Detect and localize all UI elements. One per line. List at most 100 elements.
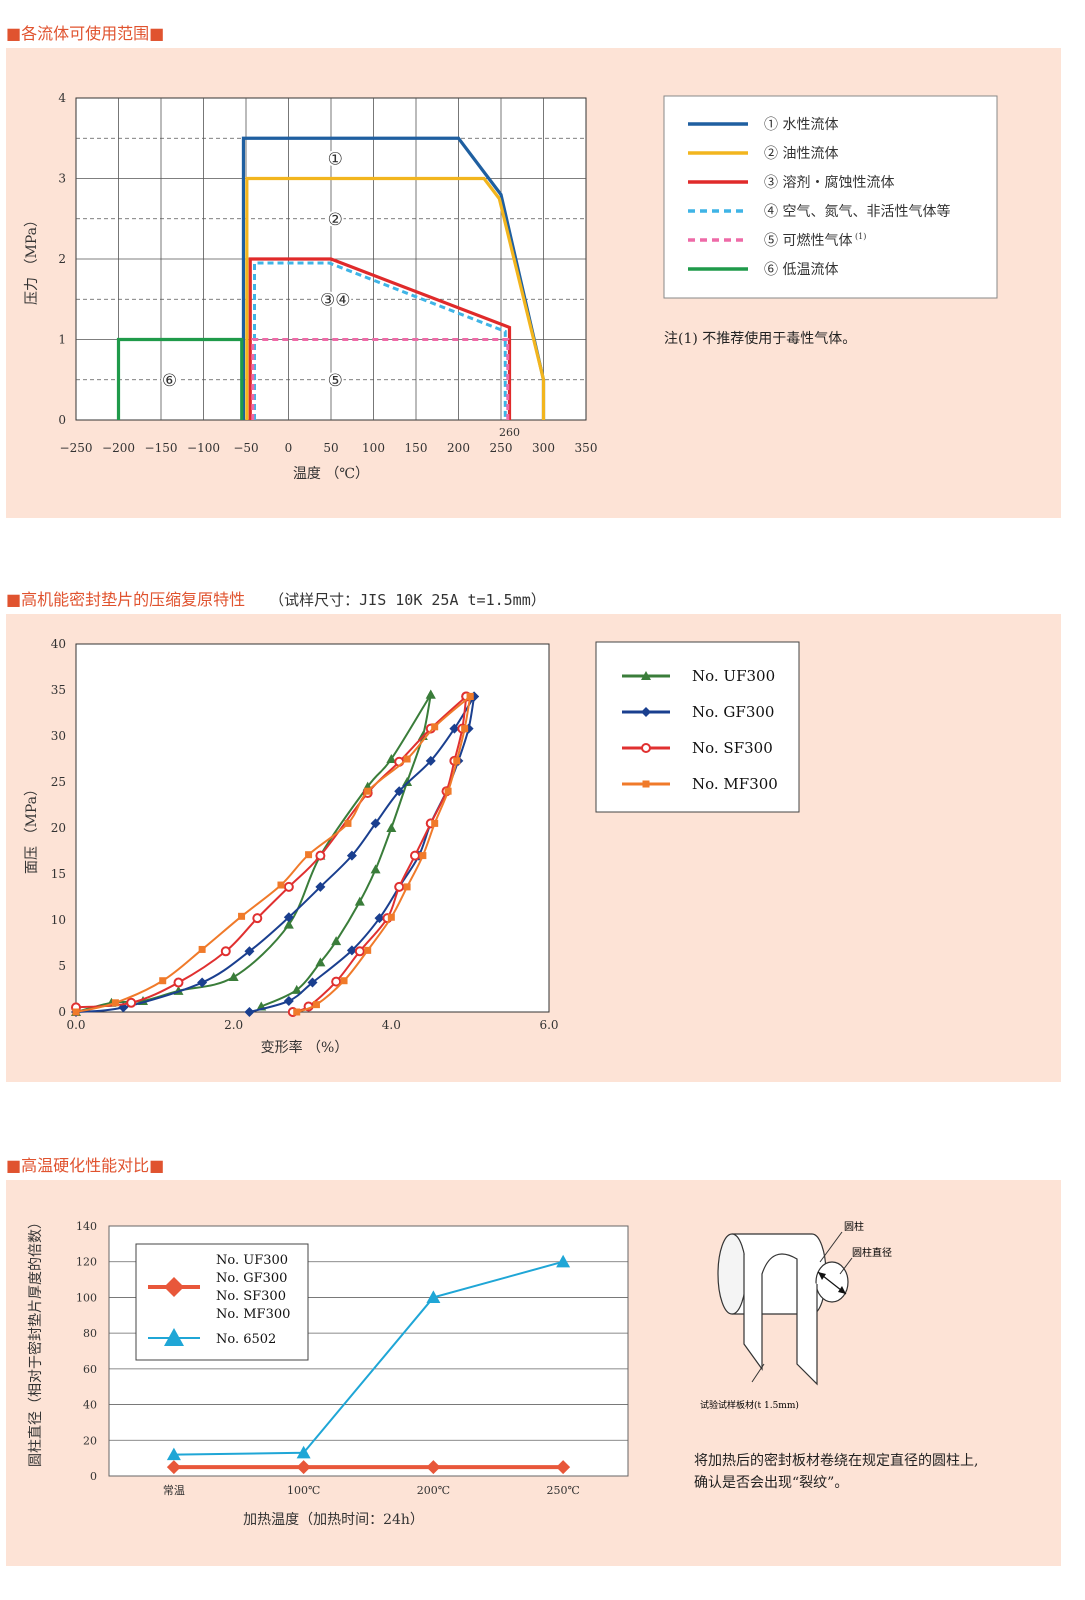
legend-label: ① 水性流体 [764, 117, 838, 133]
marker-circle [283, 881, 294, 892]
x-tick-label: 200 [447, 441, 470, 455]
leader-cylinder [819, 1231, 843, 1263]
marker-square [431, 723, 439, 731]
x-tick-label: 100℃ [287, 1484, 320, 1497]
y-tick-label: 5 [58, 959, 66, 973]
x-tick-label: −250 [60, 441, 93, 455]
legend-label: No. MF300 [216, 1307, 290, 1322]
marker-circle [315, 850, 326, 861]
y-axis-label: 面压 （MPa） [24, 782, 40, 874]
marker-triangle [402, 777, 413, 786]
desc-line-2: 确认是否会出现“裂纹”。 [694, 1475, 849, 1491]
legend-label: ④ 空气、氮气、非活性气体等 [764, 203, 950, 220]
marker-triangle [386, 823, 397, 832]
x-tick-label: 250℃ [546, 1484, 579, 1497]
legend-label: No. 6502 [216, 1332, 276, 1347]
marker-triangle [166, 1447, 181, 1461]
marker-diamond [283, 912, 294, 923]
marker-square [198, 945, 206, 953]
y-tick-label: 30 [51, 729, 66, 743]
x-tick-label: 2.0 [224, 1018, 243, 1032]
y-tick-label: 1 [58, 333, 66, 347]
arrow-head-a [818, 1272, 826, 1280]
y-tick-label: 20 [51, 821, 66, 835]
y-tick-label: 25 [51, 775, 66, 789]
y-tick-label: 20 [83, 1434, 97, 1447]
series-line [116, 337, 244, 420]
section3-title: ■高温硬化性能对比■ [6, 1156, 165, 1175]
legend-box [135, 1243, 309, 1361]
marker-square [642, 780, 650, 788]
legend-label: ⑤ 可燃性气体 (1) [764, 232, 866, 249]
x-tick-label: 4.0 [382, 1018, 401, 1032]
marker-square [364, 946, 372, 954]
x-axis-label: 变形率 （%） [261, 1039, 349, 1056]
marker-square [387, 913, 395, 921]
label-diameter: 圆柱直径 [852, 1246, 892, 1259]
marker-diamond [370, 818, 381, 829]
marker-diamond [449, 723, 460, 734]
marker-circle [126, 997, 137, 1008]
marker-square [466, 692, 474, 700]
plot-area [75, 643, 550, 1013]
marker-triangle [370, 864, 381, 874]
series-group [166, 1460, 571, 1475]
y-tick-label: 80 [83, 1327, 97, 1340]
legend-label: ③ 溶剂・腐蚀性流体 [764, 174, 894, 191]
y-tick-label: 35 [51, 683, 66, 697]
cylinder-end-left [717, 1233, 747, 1315]
y-axis-label: 压力 （MPa） [24, 213, 40, 305]
legend-label: ⑥ 低温流体 [764, 262, 838, 278]
y-tick-label: 4 [58, 91, 66, 105]
y-tick-label: 3 [58, 172, 66, 186]
y-tick-label: 40 [83, 1399, 97, 1412]
section1-title: ■各流体可使用范围■ [6, 24, 165, 43]
marker-square [277, 881, 285, 889]
x-tick-label: 0.0 [66, 1018, 85, 1032]
chart3-description: 将加热后的密封板材卷绕在规定直径的圆柱上, 确认是否会出现“裂纹”。 [694, 1450, 978, 1494]
desc-line-1: 将加热后的密封板材卷绕在规定直径的圆柱上, [694, 1453, 979, 1469]
y-tick-label: 60 [83, 1363, 97, 1376]
y-tick-label: 40 [51, 637, 66, 651]
label-sheet: 试验试样板材(t 1.5mm) [700, 1399, 799, 1411]
marker-square [238, 912, 246, 920]
legend-label: No. GF300 [692, 703, 774, 721]
marker-diamond [244, 1007, 255, 1017]
wrapped-sheet [743, 1253, 818, 1386]
y-tick-label: 10 [51, 913, 66, 927]
marker-triangle [386, 754, 397, 763]
marker-square [461, 725, 469, 733]
marker-diamond [244, 946, 255, 957]
marker-circle [220, 946, 231, 957]
marker-circle [409, 850, 420, 861]
marker-triangle [331, 936, 342, 946]
section2-panel: 0.0 2.0 4.0 6.0 0 5 10 15 20 25 30 35 40 变形率 （%） 面压 （M… [6, 614, 1061, 1082]
region-label: ⑤ [328, 371, 343, 391]
marker-diamond [425, 755, 436, 766]
section3-panel: 0 20 40 60 80 100 120 140 常温 100℃ 200℃ 250℃ 加热温度（加热时… [6, 1180, 1061, 1566]
marker-diamond [166, 1460, 181, 1475]
y-tick-label: 0 [58, 413, 66, 427]
y-tick-label: 0 [58, 1005, 66, 1019]
y-tick-label: 100 [76, 1291, 97, 1304]
y-tick-label: 15 [51, 867, 66, 881]
legend-label: No. MF300 [692, 775, 778, 793]
marker-diamond [394, 786, 405, 797]
marker-square [111, 999, 119, 1007]
high-temp-hardening-chart: 0 20 40 60 80 100 120 140 常温 100℃ 200℃ 250℃ 加热温度（加热时… [27, 1215, 629, 1528]
x-tick-label: 250 [490, 441, 513, 455]
x-axis-label: 加热温度（加热时间：24h） [243, 1512, 424, 1528]
marker-square [453, 757, 461, 765]
marker-diamond [641, 707, 651, 717]
y-tick-label: 2 [58, 252, 66, 266]
chart1-note: 注(1) 不推荐使用于毒性气体。 [664, 331, 857, 347]
marker-square [293, 1008, 301, 1016]
series-line [245, 176, 546, 420]
region-label: ③④ [320, 290, 350, 310]
legend-label: No. GF300 [216, 1271, 287, 1286]
legend-box [663, 95, 998, 299]
cylinder-end-right [815, 1261, 849, 1303]
x-tick-label: 6.0 [539, 1018, 558, 1032]
marker-triangle [291, 984, 302, 994]
x-tick-label: −200 [102, 441, 135, 455]
